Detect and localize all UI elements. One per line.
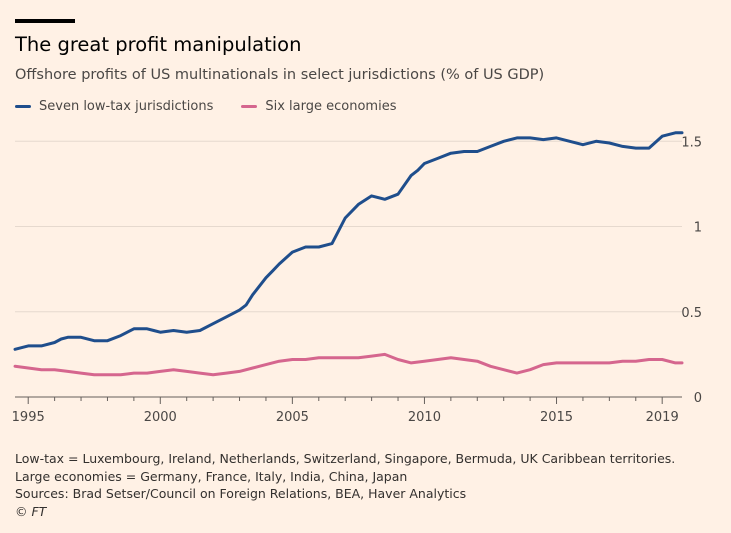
legend-label-large-economies: Six large economies: [265, 99, 397, 114]
series-lines: [13, 131, 684, 377]
legend-swatch-large-economies: [241, 105, 258, 108]
x-tick-label-5: 2019: [646, 410, 679, 425]
footnote-definitions: Low-tax = Luxembourg, Ireland, Netherlan…: [15, 451, 676, 484]
legend: Seven low-tax jurisdictions Six large ec…: [15, 99, 424, 114]
chart-subtitle: Offshore profits of US multinationals in…: [15, 67, 545, 83]
ft-top-bar: [15, 19, 75, 23]
y-tick-label-0: 0: [694, 391, 702, 406]
series-line-low-tax: [13, 131, 684, 351]
ft-credit: © FT: [15, 504, 47, 519]
x-tick-label-2: 2005: [276, 410, 309, 425]
legend-label-low-tax: Seven low-tax jurisdictions: [39, 99, 214, 114]
gridlines: [15, 140, 682, 313]
y-tick-label-2: 1: [694, 221, 702, 236]
y-tick-label-1: 0.5: [681, 306, 702, 321]
line-chart: 0 0.5 1 1.5 1995 2000 2005 2010 2015 2019: [12, 131, 702, 425]
legend-swatch-low-tax: [15, 105, 31, 108]
x-tick-label-1: 2000: [144, 410, 177, 425]
series-line-large-economies: [13, 352, 684, 377]
y-tick-label-3: 1.5: [681, 135, 702, 150]
legend-item-large-economies: Six large economies: [241, 99, 396, 114]
chart-title: The great profit manipulation: [15, 33, 302, 56]
x-axis: 1995 2000 2005 2010 2015 2019: [12, 396, 682, 425]
x-tick-label-4: 2015: [540, 410, 573, 425]
x-tick-label-0: 1995: [12, 410, 45, 425]
y-axis: 0 0.5 1 1.5: [681, 135, 702, 406]
footnote-sources: Sources: Brad Setser/Council on Foreign …: [15, 486, 467, 501]
legend-item-low-tax: Seven low-tax jurisdictions: [15, 99, 213, 114]
x-tick-label-3: 2010: [408, 410, 441, 425]
